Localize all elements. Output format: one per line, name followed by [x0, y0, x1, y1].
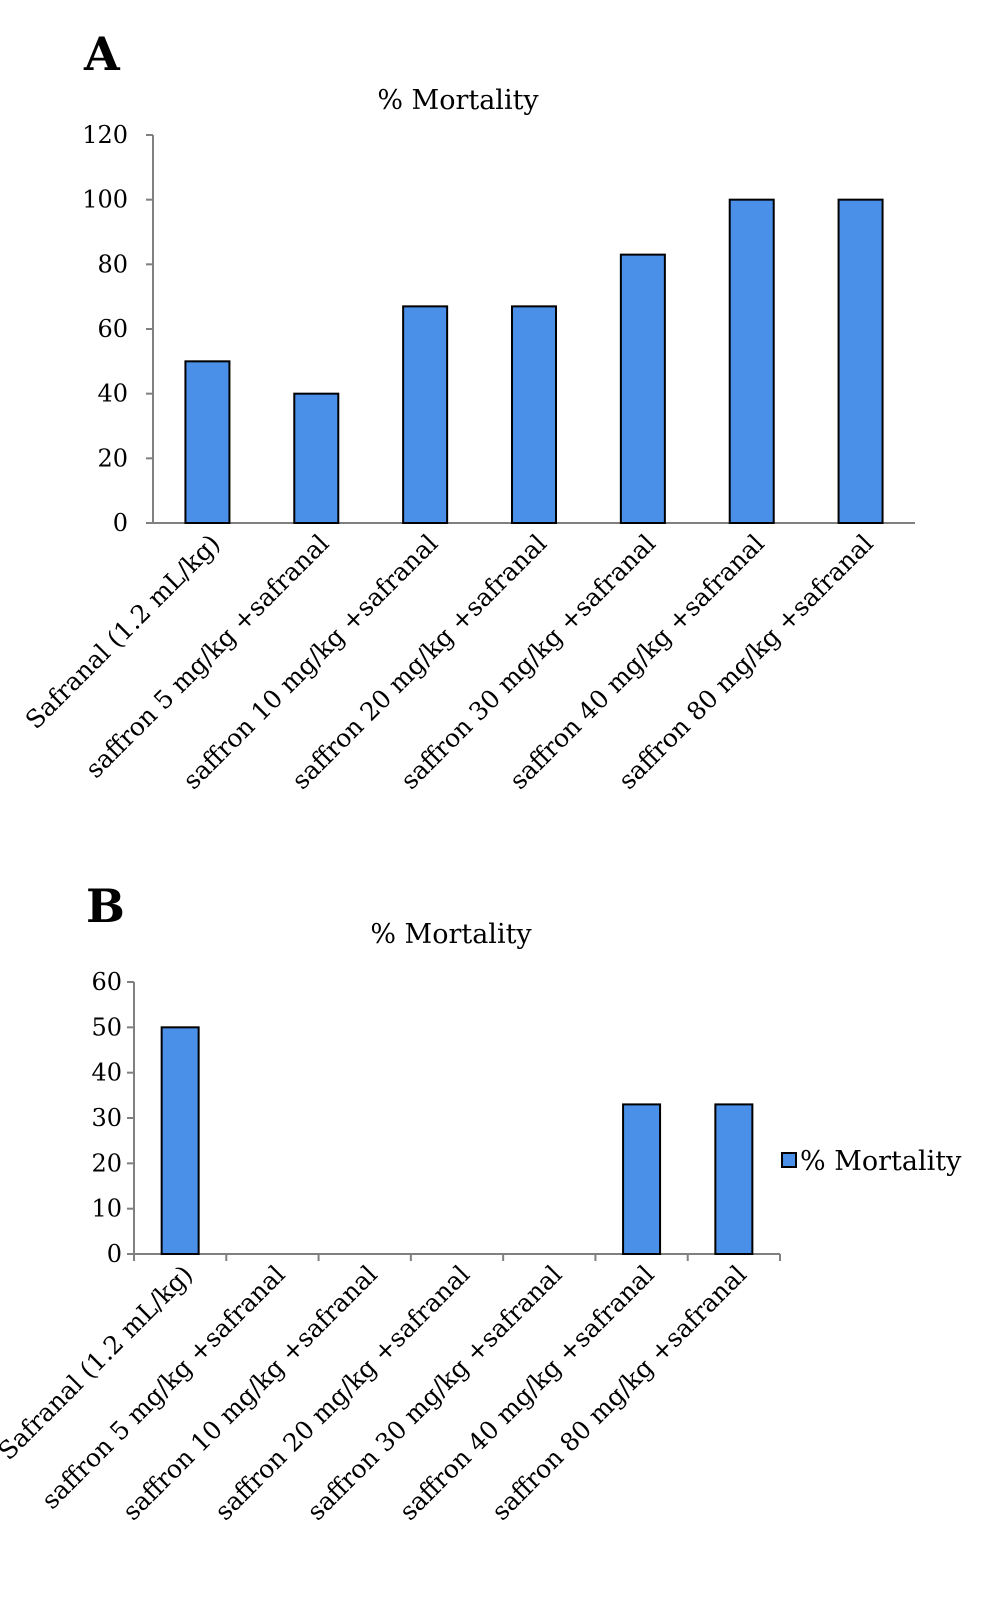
panel-a: A % Mortality 0 20 40 60 80 100 120 Safranal (1.…	[20, 27, 915, 795]
chart-b-y-tick-label: 60	[91, 968, 122, 996]
chart-a-bar	[402, 305, 449, 524]
chart-b-title: % Mortality	[370, 919, 532, 950]
chart-b-bar	[714, 1103, 754, 1256]
chart-a-bar	[293, 392, 340, 524]
chart-a-bar	[837, 198, 884, 525]
chart-a-bar	[184, 360, 231, 525]
chart-a-title: % Mortality	[377, 85, 539, 116]
chart-a-category-label: Safranal (1.2 mL/kg)	[20, 529, 226, 735]
chart-b-y-tick-label: 30	[91, 1104, 122, 1132]
chart-b-y-tick-label: 40	[91, 1059, 122, 1087]
chart-a-y-tick-label: 100	[82, 186, 128, 214]
chart-a-y-tick-label: 60	[97, 315, 128, 343]
chart-a-y-tick-label: 20	[97, 444, 128, 472]
chart-a-bar	[728, 198, 775, 525]
panel-a-letter: A	[83, 27, 121, 81]
chart-a-y-tick-label: 80	[97, 250, 128, 278]
chart-a-y-tick-label: 40	[97, 380, 128, 408]
chart-b-bar	[622, 1103, 662, 1256]
chart-b-legend-label: % Mortality	[800, 1146, 962, 1177]
chart-b-y-tick-label: 50	[91, 1013, 122, 1041]
chart-a-y-tick-label: 120	[82, 121, 128, 149]
chart-b-y-tick-label: 20	[91, 1149, 122, 1177]
chart-b-legend-swatch	[781, 1152, 797, 1168]
chart-b-y-tick-label: 0	[107, 1240, 122, 1268]
chart-b-bar	[160, 1026, 200, 1256]
chart-b-legend: % Mortality	[781, 1146, 962, 1177]
chart-a-y-tick-label: 0	[113, 509, 128, 537]
chart-a-bar	[619, 253, 666, 524]
chart-b-y-tick-label: 10	[91, 1195, 122, 1223]
panel-b-letter: B	[86, 879, 125, 933]
chart-a-bar	[511, 305, 557, 524]
